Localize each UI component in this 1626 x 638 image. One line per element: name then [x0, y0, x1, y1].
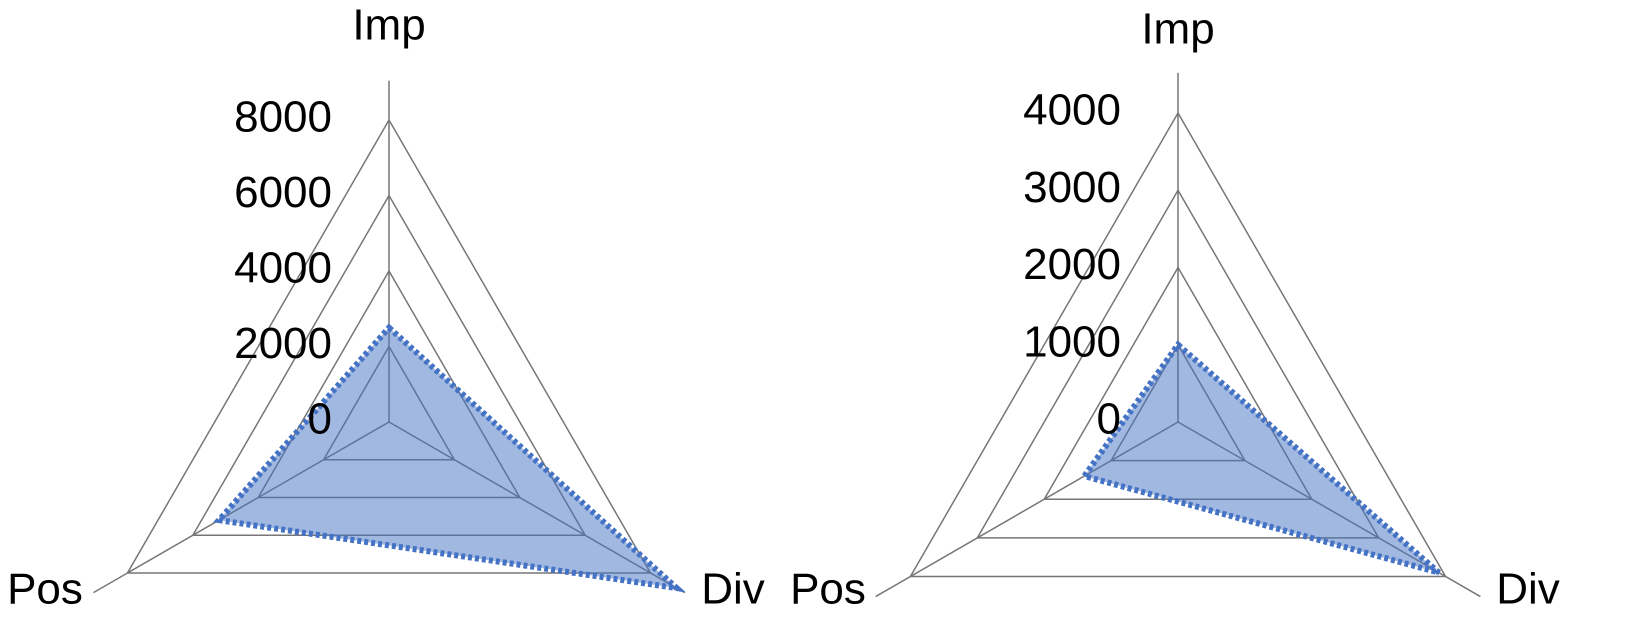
series-area: [213, 323, 687, 593]
series-area: [1079, 340, 1441, 576]
tick-label: 6000: [234, 168, 332, 217]
tick-label: 0: [1097, 395, 1121, 444]
tick-label: 8000: [234, 93, 332, 142]
axis-label: Pos: [790, 565, 866, 614]
tick-label: 4000: [1023, 86, 1121, 135]
axis-label: Imp: [1141, 5, 1214, 54]
tick-label: 2000: [234, 319, 332, 368]
tick-label: 3000: [1023, 163, 1121, 212]
tick-label: 4000: [234, 244, 332, 293]
axis-label: Pos: [7, 565, 83, 614]
tick-label: 2000: [1023, 240, 1121, 289]
axis-label: Div: [701, 565, 765, 614]
tick-label: 0: [308, 395, 332, 444]
grid-ring: [975, 188, 1381, 539]
tick-label: 1000: [1023, 317, 1121, 366]
grid-ring: [126, 118, 652, 574]
axis-label: Imp: [352, 1, 425, 50]
grid-ring: [909, 111, 1447, 578]
axis-label: Div: [1496, 565, 1560, 614]
